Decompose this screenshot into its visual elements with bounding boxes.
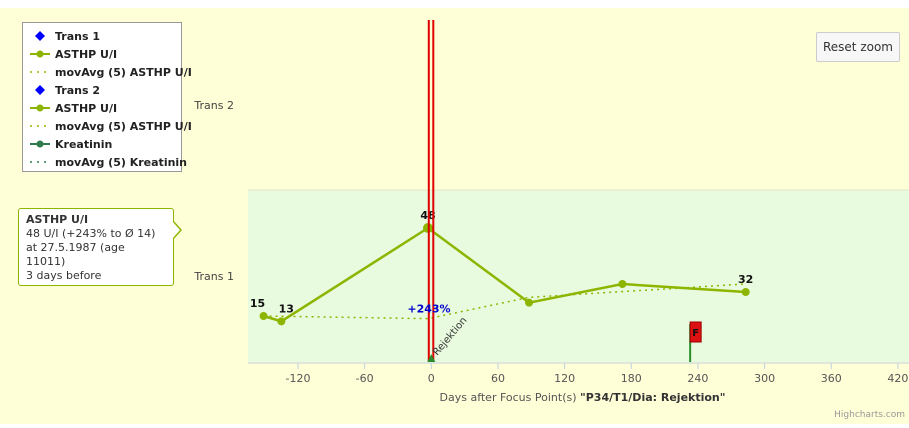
x-tick-label: 240 <box>687 372 708 385</box>
legend-item[interactable]: Kreatinin <box>29 135 175 153</box>
tooltip-line: 48 U/I (+243% to Ø 14) <box>26 227 156 240</box>
data-point <box>277 317 286 326</box>
legend-item-label: movAvg (5) ASTHP U/I <box>55 65 192 79</box>
data-label: 13 <box>279 302 294 315</box>
dotted-legend-symbol <box>29 121 51 131</box>
diamond-legend-symbol <box>29 31 51 41</box>
y-category-label: Trans 2 <box>193 99 234 112</box>
legend-item[interactable]: ASTHP U/I <box>29 99 175 117</box>
legend-item[interactable]: ASTHP U/I <box>29 45 175 63</box>
legend-item-label: ASTHP U/I <box>55 47 118 61</box>
x-tick-label: 60 <box>491 372 505 385</box>
data-point <box>618 280 627 288</box>
x-tick-label: 120 <box>554 372 575 385</box>
legend-item-label: Kreatinin <box>55 137 113 151</box>
legend-item-label: movAvg (5) ASTHP U/I <box>55 119 192 133</box>
tooltip-title: ASTHP U/I <box>26 213 89 226</box>
tooltip-pointer-inner <box>172 221 180 239</box>
legend-item-label: movAvg (5) Kreatinin <box>55 155 188 169</box>
tooltip-line: 3 days before <box>26 269 102 282</box>
y-band <box>248 190 909 362</box>
legend-item[interactable]: Trans 2 <box>29 81 175 99</box>
x-tick-label: 180 <box>621 372 642 385</box>
data-point <box>259 312 268 320</box>
x-tick-label: 360 <box>821 372 842 385</box>
data-label: 15 <box>250 297 265 310</box>
reset-zoom-button[interactable]: Reset zoom <box>816 32 900 62</box>
data-point <box>525 298 534 307</box>
x-tick-label: 0 <box>428 372 435 385</box>
chart-credits[interactable]: Highcharts.com <box>834 410 905 420</box>
diamond-legend-symbol <box>29 85 51 95</box>
legend-item-label: Trans 1 <box>55 29 101 43</box>
line-dot-legend-symbol <box>29 103 51 113</box>
dotted-legend-symbol <box>29 67 51 77</box>
data-point <box>741 288 750 296</box>
focus-marker <box>427 354 436 362</box>
line-dot-legend-symbol <box>29 49 51 59</box>
x-tick-label: -120 <box>286 372 311 385</box>
change-annotation: +243% <box>407 303 450 316</box>
legend-item[interactable]: movAvg (5) ASTHP U/I <box>29 117 192 135</box>
line-dot-legend-symbol <box>29 139 51 149</box>
legend-item-label: ASTHP U/I <box>55 101 118 115</box>
flag-marker <box>689 321 702 343</box>
x-axis-title: Days after Focus Point(s) "P34/T1/Dia: R… <box>440 391 726 404</box>
legend-item[interactable]: movAvg (5) Kreatinin <box>29 153 187 171</box>
legend-item-label: Trans 2 <box>55 83 101 97</box>
data-label: 32 <box>738 273 753 286</box>
legend-item[interactable]: movAvg (5) ASTHP U/I <box>29 63 192 81</box>
x-tick-label: -60 <box>356 372 374 385</box>
tooltip-line: at 27.5.1987 (age 11011) <box>26 241 125 268</box>
dotted-legend-symbol <box>29 157 51 167</box>
data-tooltip: ASTHP U/I 48 U/I (+243% to Ø 14) at 27.5… <box>18 208 174 286</box>
moving-average-line <box>263 283 746 320</box>
x-tick-label: 300 <box>754 372 775 385</box>
legend-item[interactable]: Trans 1 <box>29 27 175 45</box>
x-tick-label: 420 <box>887 372 908 385</box>
chart-legend: Trans 1 ASTHP U/I movAvg (5) ASTHP U/I Tran… <box>22 22 192 172</box>
y-category-label: Trans 1 <box>193 270 234 283</box>
flag-label: F <box>692 328 699 339</box>
y-band <box>248 20 909 190</box>
